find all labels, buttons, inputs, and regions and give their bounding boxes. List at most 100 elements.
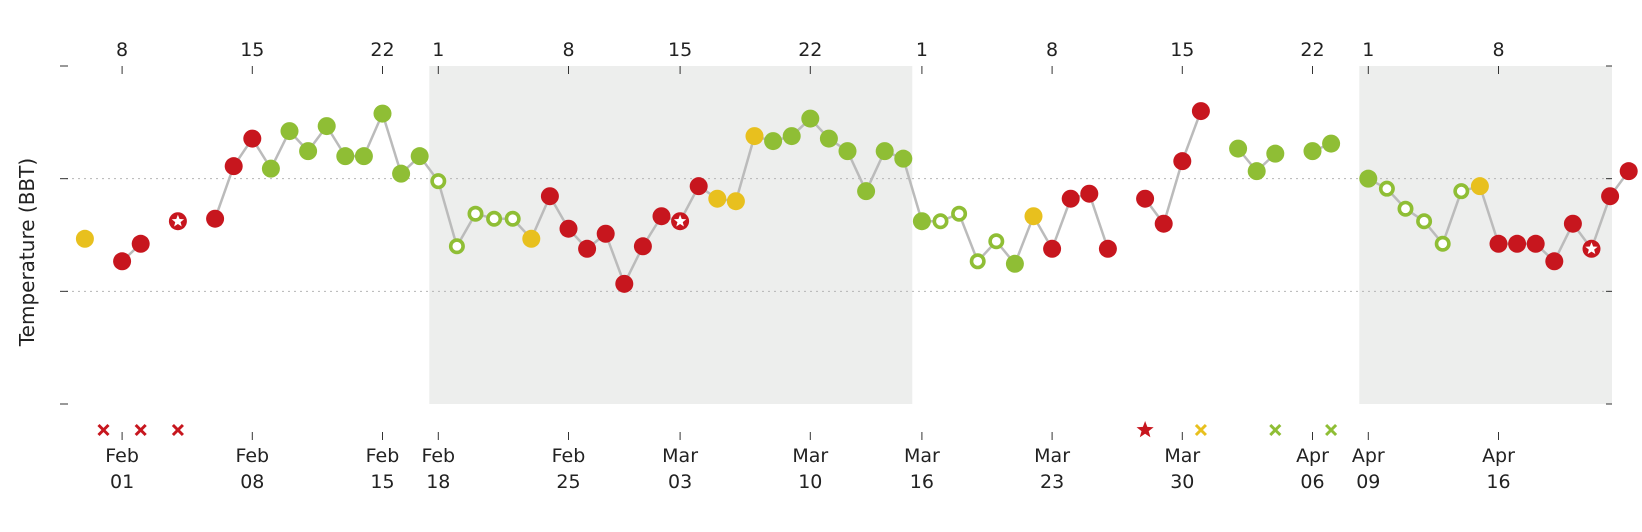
- bottom-tick-day: 06: [1300, 471, 1324, 493]
- temp-point: [1322, 134, 1341, 153]
- cycle-shade-1: [429, 66, 913, 404]
- temp-point-hollow: [1416, 213, 1433, 230]
- temp-point: [1154, 214, 1173, 233]
- top-tick-label: 15: [240, 39, 264, 61]
- temp-point: [1247, 162, 1266, 181]
- temp-point: [243, 129, 262, 148]
- bottom-tick-day: 25: [556, 471, 580, 493]
- temp-point-hollow: [1434, 235, 1451, 252]
- y-axis-label: Temperature (BBT): [15, 158, 39, 347]
- bottom-markers: [97, 421, 1338, 438]
- temp-point: [875, 142, 894, 161]
- x-stroke: [134, 423, 147, 437]
- star-icon: [673, 214, 687, 227]
- bottom-tick-day: 15: [370, 471, 394, 493]
- temp-point: [1098, 239, 1117, 258]
- bottom-x-icon: [97, 423, 110, 437]
- top-tick-label: 15: [668, 39, 692, 61]
- line-segment: [437, 180, 459, 247]
- temp-point: [540, 187, 559, 206]
- line-segment: [734, 135, 756, 202]
- temp-point: [1080, 184, 1099, 203]
- temp-point: [578, 239, 597, 258]
- temp-point: [1173, 152, 1192, 171]
- temp-point: [1619, 162, 1638, 181]
- bottom-tick-day: 30: [1170, 471, 1194, 493]
- temp-point: [113, 252, 132, 271]
- temp-point: [652, 207, 671, 226]
- temp-point-hollow: [486, 210, 503, 227]
- bottom-x-icon: [1194, 423, 1207, 437]
- temp-point: [708, 189, 727, 208]
- temp-point-hollow: [504, 210, 521, 227]
- temp-point-hollow: [467, 205, 484, 222]
- bottom-tick-month: Feb: [366, 445, 400, 467]
- temp-point: [317, 117, 336, 136]
- bottom-tick-month: Feb: [421, 445, 455, 467]
- temp-point: [1024, 207, 1043, 226]
- bottom-tick-month: Mar: [662, 445, 698, 467]
- bottom-tick-day: 16: [910, 471, 934, 493]
- bottom-tick-day: 01: [110, 471, 134, 493]
- temp-point-hollow: [988, 233, 1005, 250]
- bottom-tick-month: Apr: [1352, 445, 1385, 467]
- temp-point: [299, 142, 318, 161]
- bottom-tick-month: Feb: [105, 445, 139, 467]
- temp-point: [280, 122, 299, 141]
- cycle-shading: [429, 66, 1612, 404]
- temp-point-hollow: [951, 205, 968, 222]
- star-icon: [1585, 242, 1598, 255]
- bottom-tick-day: 09: [1356, 471, 1380, 493]
- temp-point: [745, 127, 764, 146]
- temp-point: [559, 219, 578, 238]
- bottom-tick-month: Feb: [552, 445, 586, 467]
- temp-point: [596, 224, 615, 243]
- temp-point: [373, 104, 392, 123]
- temp-point: [689, 177, 708, 196]
- temp-point-star: [1582, 239, 1601, 258]
- top-tick-label: 8: [1046, 39, 1058, 61]
- bottom-tick-day: 03: [668, 471, 692, 493]
- temp-point-hollow: [1397, 200, 1414, 217]
- temp-point: [1061, 189, 1080, 208]
- temp-point: [1266, 144, 1285, 163]
- bottom-star-icon: [1136, 421, 1154, 438]
- line-segment: [381, 113, 403, 175]
- temp-point: [894, 149, 913, 168]
- temp-point: [224, 157, 243, 176]
- temp-point-hollow: [1453, 183, 1470, 200]
- temp-point: [75, 229, 94, 248]
- star-icon: [171, 214, 185, 227]
- top-tick-label: 22: [798, 39, 822, 61]
- temp-point: [1563, 214, 1582, 233]
- line-segment: [1478, 185, 1500, 245]
- temp-point: [819, 129, 838, 148]
- temp-point: [261, 159, 280, 178]
- x-stroke: [1194, 423, 1207, 437]
- temp-point: [782, 127, 801, 146]
- bottom-tick-month: Mar: [1164, 445, 1200, 467]
- temp-point: [838, 142, 857, 161]
- top-tick-label: 8: [1492, 39, 1504, 61]
- line-segment: [1441, 190, 1463, 245]
- bottom-tick-day: 18: [426, 471, 450, 493]
- x-stroke: [1325, 423, 1338, 437]
- temp-point: [1508, 234, 1527, 253]
- bottom-tick-month: Mar: [1034, 445, 1070, 467]
- temp-point: [522, 229, 541, 248]
- temp-point-hollow: [969, 253, 986, 270]
- top-tick-label: 22: [1300, 39, 1324, 61]
- bottom-tick-day: 16: [1486, 471, 1510, 493]
- temp-point: [912, 212, 931, 231]
- bottom-tick-month: Mar: [904, 445, 940, 467]
- temp-point-hollow: [448, 238, 465, 255]
- line-segment: [1590, 195, 1612, 250]
- temp-point: [131, 234, 150, 253]
- bottom-tick-day: 23: [1040, 471, 1064, 493]
- temp-point: [1043, 239, 1062, 258]
- temp-point: [206, 209, 225, 228]
- temp-point: [1489, 234, 1508, 253]
- x-stroke: [1269, 423, 1282, 437]
- line-segment: [957, 213, 979, 262]
